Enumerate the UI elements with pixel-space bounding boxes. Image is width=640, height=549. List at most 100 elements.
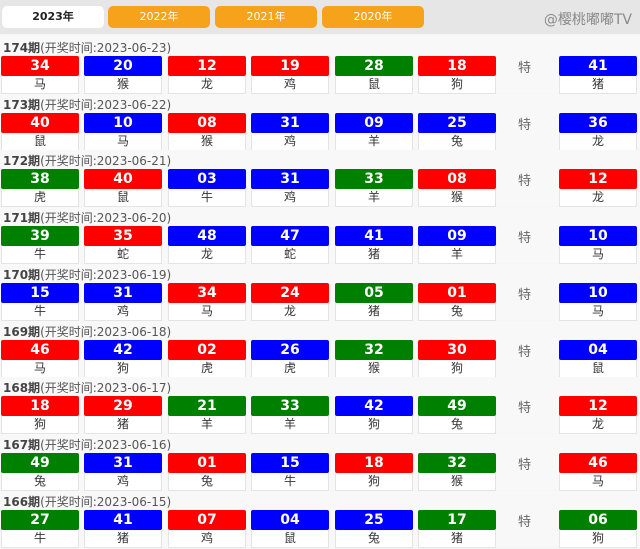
ball-number: 21 xyxy=(168,396,246,417)
zodiac-label: 兔 xyxy=(418,302,496,321)
draw-header: 171期(开奖时间:2023-06-20) xyxy=(3,209,171,226)
draw-row: 174期(开奖时间:2023-06-23) 34 马 20 猴 12 龙 19 鸡 28 鼠 18 狗特… xyxy=(0,37,640,94)
zodiac-label: 鸡 xyxy=(168,529,246,548)
draw-time: (开奖时间:2023-06-23) xyxy=(40,41,172,55)
ball-cell: 08 猴 xyxy=(418,169,496,208)
ball-cell: 25 兔 xyxy=(335,509,413,548)
ball-number: 09 xyxy=(335,112,413,133)
zodiac-label: 狗 xyxy=(1,416,79,435)
ball-cell: 49 兔 xyxy=(418,396,496,435)
special-ball-cell: 12 龙 xyxy=(559,396,637,435)
ball-cell: 26 虎 xyxy=(251,339,329,378)
zodiac-label: 鼠 xyxy=(335,76,413,94)
tab-2023[interactable]: 2023年 xyxy=(2,6,104,28)
ball-number: 30 xyxy=(418,339,496,360)
zodiac-label: 龙 xyxy=(559,132,637,151)
ball-cell: 10 马 xyxy=(84,112,162,151)
draw-row: 171期(开奖时间:2023-06-20) 39 牛 35 蛇 48 龙 47 蛇 41 猪 09 羊特… xyxy=(0,207,640,265)
zodiac-label: 猴 xyxy=(84,76,162,94)
ball-number: 34 xyxy=(168,282,246,303)
ball-number: 27 xyxy=(1,509,79,530)
zodiac-label: 蛇 xyxy=(84,246,162,265)
zodiac-label: 马 xyxy=(84,132,162,151)
ball-cell: 01 兔 xyxy=(418,282,496,321)
issue-number: 169期 xyxy=(3,324,41,339)
ball-number: 42 xyxy=(84,339,162,360)
ball-cell: 31 鸡 xyxy=(251,112,329,151)
ball-number: 10 xyxy=(559,226,637,247)
draw-time: (开奖时间:2023-06-20) xyxy=(40,211,172,226)
ball-cell: 08 猴 xyxy=(168,112,246,151)
zodiac-label: 虎 xyxy=(168,359,246,378)
special-ball-cell: 10 马 xyxy=(559,282,637,321)
ball-number: 40 xyxy=(84,169,162,190)
zodiac-label: 兔 xyxy=(1,472,79,491)
zodiac-label: 马 xyxy=(168,302,246,321)
tab-2020[interactable]: 2020年 xyxy=(322,6,424,28)
ball-number: 12 xyxy=(559,396,637,417)
draw-row: 170期(开奖时间:2023-06-19) 15 牛 31 鸡 34 马 24 龙 05 猪 01 兔特… xyxy=(0,263,640,321)
ball-cell: 02 虎 xyxy=(168,339,246,378)
draw-header: 174期(开奖时间:2023-06-23) xyxy=(3,39,171,56)
ball-cell: 19 鸡 xyxy=(251,56,329,94)
draw-row: 173期(开奖时间:2023-06-22) 40 鼠 10 马 08 猴 31 鸡 09 羊 25 兔特… xyxy=(0,93,640,151)
ball-cell: 41 猪 xyxy=(335,226,413,265)
special-ball-cell: 04 鼠 xyxy=(559,339,637,378)
ball-number: 25 xyxy=(418,112,496,133)
zodiac-label: 马 xyxy=(559,302,637,321)
issue-number: 166期 xyxy=(3,494,41,509)
zodiac-label: 猴 xyxy=(335,359,413,378)
zodiac-label: 鼠 xyxy=(251,529,329,548)
ball-cell: 15 牛 xyxy=(251,452,329,491)
ball-number: 06 xyxy=(559,509,637,530)
zodiac-label: 龙 xyxy=(251,302,329,321)
draw-row: 168期(开奖时间:2023-06-17) 18 狗 29 猪 21 羊 33 羊 42 狗 49 兔特… xyxy=(0,377,640,435)
zodiac-label: 龙 xyxy=(168,246,246,265)
issue-number: 167期 xyxy=(3,437,41,452)
watermark: @樱桃嘟嘟TV xyxy=(543,12,632,28)
zodiac-label: 鸡 xyxy=(251,189,329,208)
zodiac-label: 兔 xyxy=(418,132,496,151)
zodiac-label: 兔 xyxy=(168,472,246,491)
issue-number: 173期 xyxy=(3,97,41,112)
ball-number: 49 xyxy=(1,452,79,473)
tab-2021[interactable]: 2021年 xyxy=(215,6,317,28)
ball-cell: 34 马 xyxy=(1,56,79,94)
ball-cell: 05 猪 xyxy=(335,282,413,321)
special-label: 特 xyxy=(518,457,532,473)
draw-time: (开奖时间:2023-06-17) xyxy=(40,381,172,396)
special-ball-cell: 06 狗 xyxy=(559,509,637,548)
zodiac-label: 猪 xyxy=(84,529,162,548)
ball-cell: 33 羊 xyxy=(251,396,329,435)
ball-number: 41 xyxy=(559,56,637,76)
ball-number: 46 xyxy=(1,339,79,360)
ball-number: 07 xyxy=(168,509,246,530)
zodiac-label: 鼠 xyxy=(1,132,79,151)
zodiac-label: 龙 xyxy=(559,189,637,208)
ball-cell: 47 蛇 xyxy=(251,226,329,265)
zodiac-label: 狗 xyxy=(84,359,162,378)
ball-cell: 27 牛 xyxy=(1,509,79,548)
draw-row: 172期(开奖时间:2023-06-21) 38 虎 40 鼠 03 牛 31 鸡 33 羊 08 猴特… xyxy=(0,150,640,208)
tab-2022[interactable]: 2022年 xyxy=(108,6,210,28)
draw-time: (开奖时间:2023-06-15) xyxy=(40,494,172,509)
special-label: 特 xyxy=(518,344,532,360)
special-ball-cell: 10 马 xyxy=(559,226,637,265)
ball-cell: 09 羊 xyxy=(335,112,413,151)
ball-number: 46 xyxy=(559,452,637,473)
zodiac-label: 猴 xyxy=(168,132,246,151)
zodiac-label: 猪 xyxy=(418,529,496,548)
special-ball-cell: 46 马 xyxy=(559,452,637,491)
ball-number: 08 xyxy=(418,169,496,190)
issue-number: 174期 xyxy=(3,41,41,55)
ball-number: 05 xyxy=(335,282,413,303)
zodiac-label: 牛 xyxy=(1,246,79,265)
special-label: 特 xyxy=(518,287,532,303)
ball-cell: 48 龙 xyxy=(168,226,246,265)
special-label: 特 xyxy=(518,174,532,190)
draw-time: (开奖时间:2023-06-21) xyxy=(40,154,172,169)
ball-number: 38 xyxy=(1,169,79,190)
special-label: 特 xyxy=(518,514,532,530)
special-label: 特 xyxy=(518,401,532,417)
issue-number: 168期 xyxy=(3,381,41,396)
